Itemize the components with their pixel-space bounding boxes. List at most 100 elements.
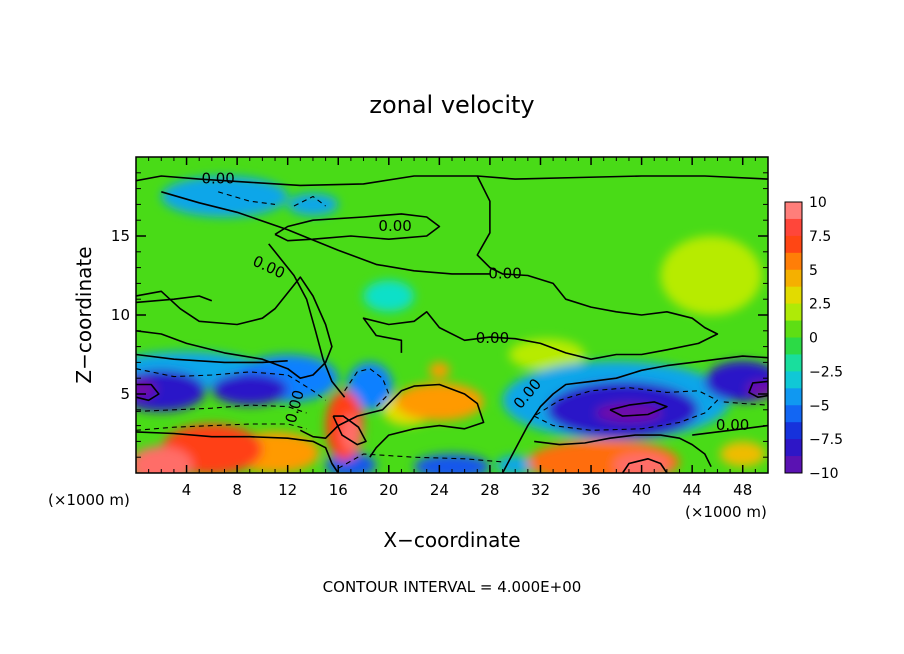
colorbar-segment <box>785 303 802 322</box>
contour-line <box>136 431 339 473</box>
negative-contour <box>136 404 307 414</box>
y-axis-label: Z−coordinate <box>72 246 96 383</box>
colorbar-label: −5 <box>809 398 830 414</box>
negative-contour <box>337 453 503 469</box>
colorbar-segment <box>785 218 802 237</box>
velocity-blob <box>596 403 662 423</box>
x-tick-label: 40 <box>632 481 651 499</box>
colorbar-segment <box>785 371 802 389</box>
velocity-blob <box>136 446 193 473</box>
negative-contour <box>723 401 768 406</box>
colorbar-label: −10 <box>809 466 839 482</box>
contour-label: 0.00 <box>378 217 411 235</box>
x-tick-label: 36 <box>581 481 600 499</box>
colorbar-labels: 10 7.5 5 2.5 0 −2.5 −5 −7.5 −10 <box>809 195 843 482</box>
velocity-blob <box>508 338 585 371</box>
chart-title: zonal velocity <box>369 91 534 119</box>
negative-contour <box>344 368 390 407</box>
colorbar-segment <box>785 286 802 305</box>
contour-line <box>136 276 333 379</box>
colorbar-label: −2.5 <box>809 364 843 380</box>
colorbar-segment <box>785 252 802 271</box>
x-axis-ticks: 4 8 12 16 20 24 28 32 36 40 44 48 <box>148 157 756 499</box>
velocity-blob <box>161 175 288 218</box>
negative-contour <box>218 191 276 205</box>
contour-label: 0.00 <box>716 416 749 434</box>
contour-line <box>362 175 719 360</box>
contour-line <box>299 383 485 458</box>
velocity-blob <box>660 236 762 315</box>
colorbar-segment <box>785 235 802 254</box>
contour-line <box>268 243 346 398</box>
x-unit-right: (×1000 m) <box>685 503 767 521</box>
colorbar-label: 0 <box>809 331 818 347</box>
colorbar: 10 7.5 5 2.5 0 −2.5 −5 −7.5 −10 <box>784 195 843 482</box>
x-tick-label: 32 <box>531 481 550 499</box>
x-tick-label: 12 <box>278 481 297 499</box>
colorbar-label: 7.5 <box>809 229 831 245</box>
x-unit-left: (×1000 m) <box>48 491 130 509</box>
x-tick-label: 28 <box>480 481 499 499</box>
contour-line <box>136 383 160 402</box>
colorbar-segment <box>785 320 802 338</box>
colorbar-segment <box>785 337 802 355</box>
contour-line <box>534 434 712 468</box>
negative-contour <box>533 387 718 431</box>
colorbar-segment <box>785 439 802 457</box>
contour-line <box>692 424 768 436</box>
contour-label: 0.00 <box>488 264 521 282</box>
velocity-blob <box>340 414 361 453</box>
negative-contour <box>136 423 307 431</box>
colorbar-segment <box>785 354 802 372</box>
y-tick-label: 5 <box>120 385 130 403</box>
contour-line <box>136 353 288 364</box>
x-axis-label: X−coordinate <box>383 528 520 552</box>
velocity-blob <box>347 362 393 410</box>
contour-line <box>501 355 768 473</box>
velocity-blob <box>363 280 415 312</box>
x-tick-label: 44 <box>683 481 702 499</box>
velocity-field <box>136 175 768 473</box>
colorbar-segment <box>785 388 802 406</box>
negative-contour <box>136 368 326 401</box>
colorbar-segment <box>785 269 802 288</box>
x-tick-label: 16 <box>329 481 348 499</box>
contour-line <box>748 380 768 398</box>
colorbar-label: −7.5 <box>809 432 843 448</box>
y-tick-label: 15 <box>111 227 130 245</box>
contour-line <box>274 213 441 242</box>
contour-line <box>136 175 768 187</box>
contour-lines <box>136 175 768 473</box>
velocity-blob <box>211 373 288 406</box>
colorbar-label: 5 <box>809 263 818 279</box>
velocity-blob <box>287 193 339 216</box>
x-tick-label: 8 <box>232 481 242 499</box>
x-tick-label: 4 <box>182 481 192 499</box>
velocity-blob <box>613 452 670 473</box>
plot-area: 0.000.000.00 0.000.000.00 0.000.00 4 8 12 16 2… <box>111 156 769 499</box>
contour-label: 0.00 <box>476 329 509 347</box>
contour-line <box>332 415 367 446</box>
colorbar-label: 10 <box>809 195 827 211</box>
colorbar-segment <box>785 405 802 423</box>
velocity-blob <box>136 370 206 412</box>
velocity-blob <box>429 362 450 379</box>
colorbar-segment <box>785 456 802 474</box>
x-tick-label: 24 <box>430 481 449 499</box>
y-axis-ticks: 5 10 15 <box>111 172 768 458</box>
contour-interval-note: CONTOUR INTERVAL = 4.000E+00 <box>323 578 582 596</box>
contour-line <box>161 191 490 275</box>
contour-line <box>136 295 213 304</box>
negative-contour <box>293 195 326 207</box>
colorbar-label: 2.5 <box>809 297 831 313</box>
x-tick-label: 20 <box>379 481 398 499</box>
velocity-blob <box>704 360 768 402</box>
y-tick-label: 10 <box>111 306 130 324</box>
x-tick-label: 48 <box>733 481 752 499</box>
colorbar-segment <box>785 202 802 220</box>
contour-label: 0.00 <box>201 170 234 188</box>
colorbar-frame <box>784 201 803 474</box>
contour-line <box>609 401 668 417</box>
contour-line <box>621 458 668 473</box>
